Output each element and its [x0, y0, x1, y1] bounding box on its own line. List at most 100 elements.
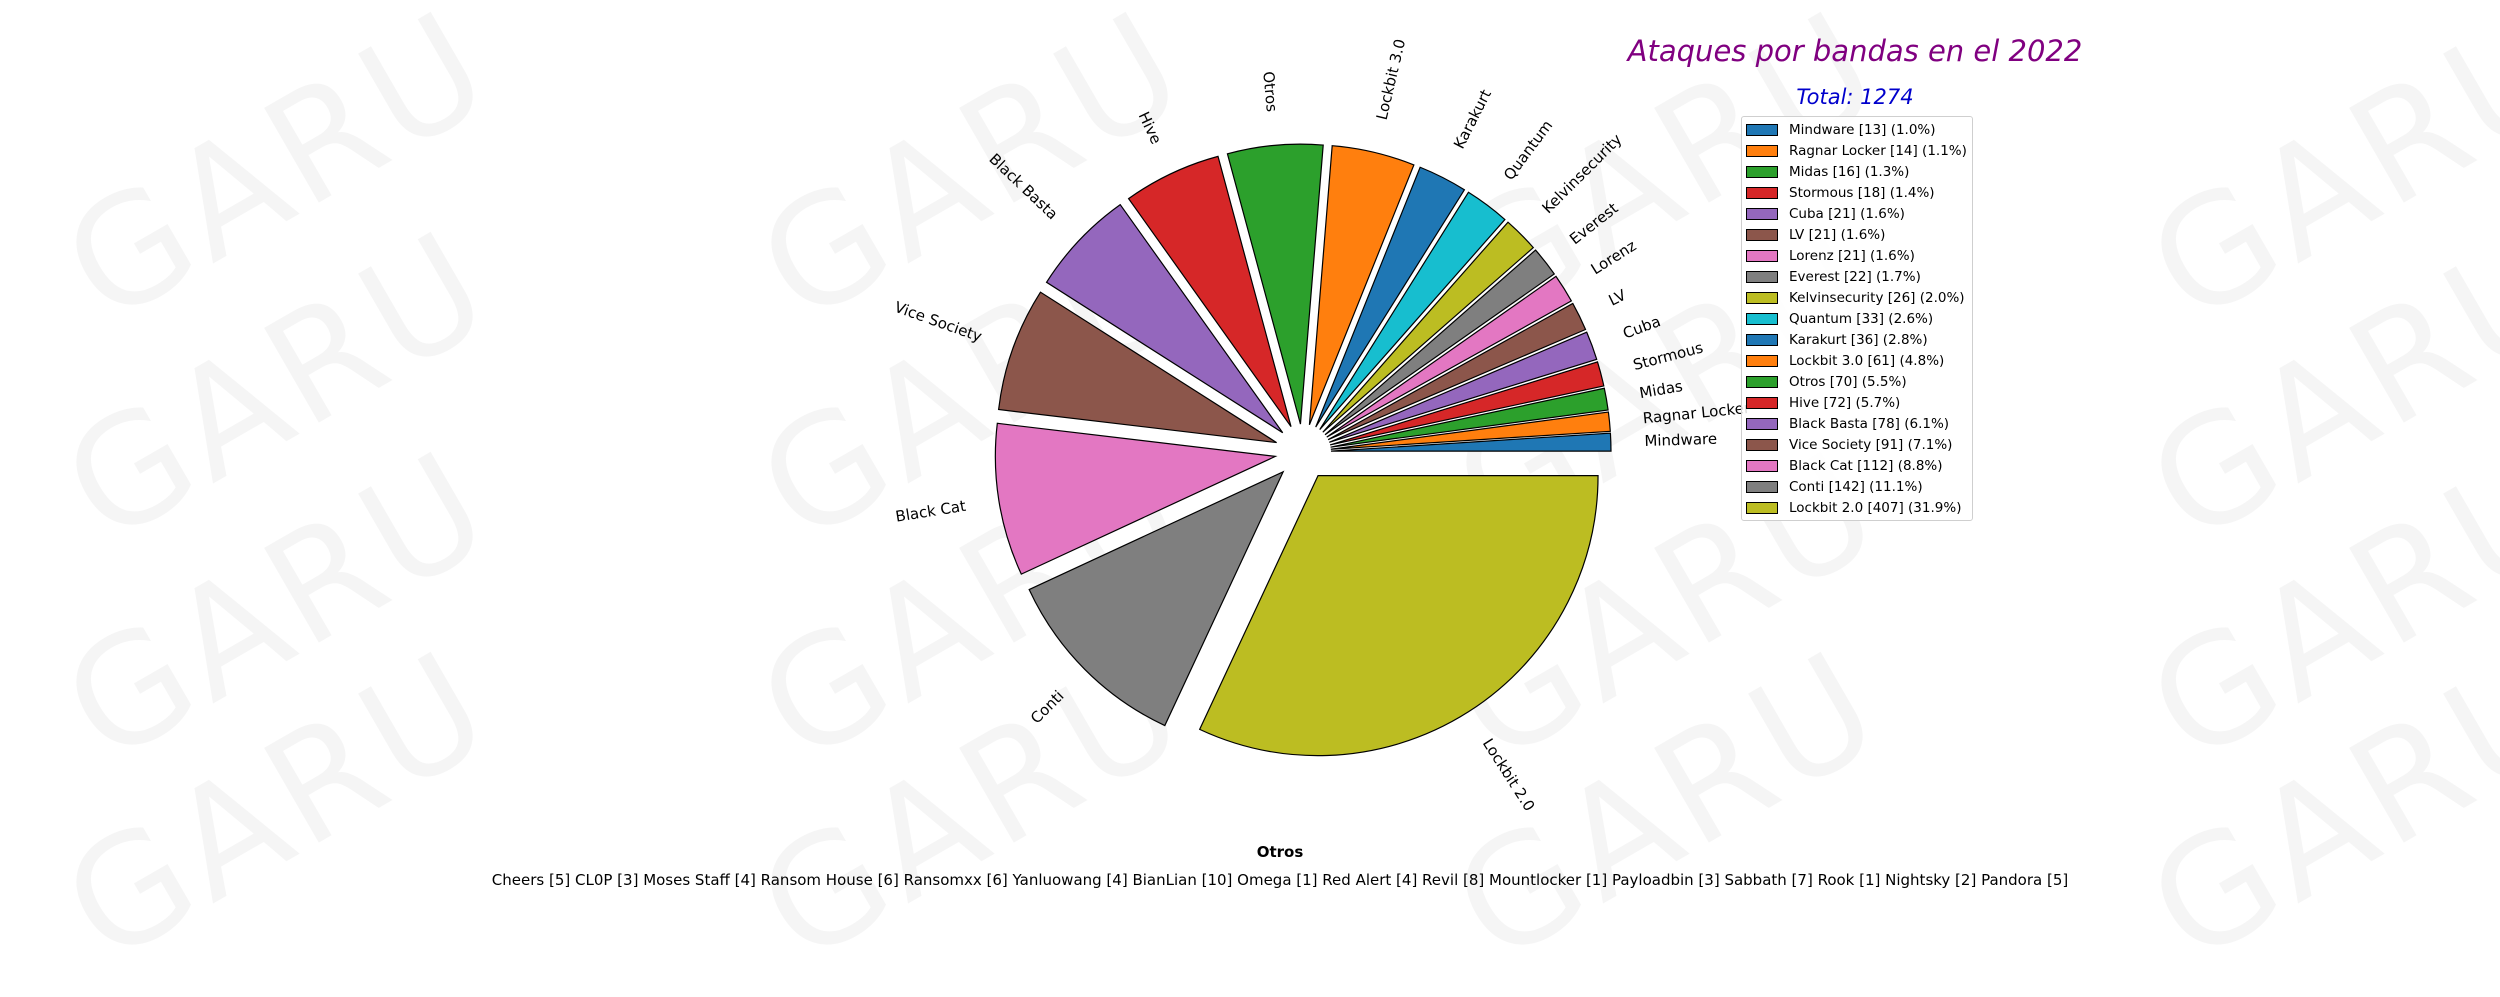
pie-slice	[1329, 331, 1598, 443]
pie-slice	[1127, 155, 1292, 428]
slice-label: Lorenz	[1588, 237, 1640, 279]
otros-title: Otros	[1256, 843, 1304, 861]
slice-label: Cuba	[1620, 312, 1663, 342]
legend-swatch	[1746, 207, 1778, 220]
slice-label: Ragnar Locker	[1642, 399, 1752, 428]
legend-item: LV [21] (1.6%)	[1746, 224, 1966, 245]
legend-item: Midas [16] (1.3%)	[1746, 161, 1966, 182]
legend-label: Lockbit 3.0 [61] (4.8%)	[1789, 352, 1945, 369]
legend-label: LV [21] (1.6%)	[1789, 226, 1886, 243]
legend-swatch	[1746, 144, 1778, 157]
pie-slice	[1327, 302, 1587, 441]
slice-label: Quantum	[1500, 117, 1556, 184]
slice-label: Vice Society	[892, 298, 984, 346]
legend-item: Everest [22] (1.7%)	[1746, 266, 1966, 287]
pie-slice	[1330, 387, 1609, 448]
legend-item: Quantum [33] (2.6%)	[1746, 308, 1966, 329]
legend-label: Otros [70] (5.5%)	[1789, 373, 1907, 390]
pie-slice	[1198, 475, 1599, 757]
pie-slice	[1322, 221, 1535, 433]
legend-swatch	[1746, 165, 1778, 178]
pie-slice	[1226, 143, 1324, 425]
legend-item: Hive [72] (5.7%)	[1746, 392, 1966, 413]
legend-label: Ragnar Locker [14] (1.1%)	[1789, 142, 1967, 159]
chart-title: Ataques por bandas en el 2022	[1627, 34, 2083, 68]
legend-label: Vice Society [91] (7.1%)	[1789, 436, 1953, 453]
legend-swatch	[1746, 375, 1778, 388]
slice-label: Lockbit 3.0	[1373, 37, 1409, 121]
slice-label: Black Basta	[985, 150, 1061, 223]
legend-item: Stormous [18] (1.4%)	[1746, 182, 1966, 203]
legend-item: Cuba [21] (1.6%)	[1746, 203, 1966, 224]
legend-item: Vice Society [91] (7.1%)	[1746, 434, 1966, 455]
legend-swatch	[1746, 291, 1778, 304]
slice-label: Hive	[1135, 109, 1166, 147]
legend-label: Karakurt [36] (2.8%)	[1789, 331, 1928, 348]
legend-swatch	[1746, 249, 1778, 262]
slice-label: Karakurt	[1450, 86, 1495, 151]
legend-swatch	[1746, 396, 1778, 409]
pie-slice	[1315, 166, 1466, 428]
legend-swatch	[1746, 312, 1778, 325]
legend-label: Black Basta [78] (6.1%)	[1789, 415, 1950, 432]
pie-slice	[997, 291, 1277, 444]
pie-slice	[1324, 249, 1556, 436]
pie-slice	[1045, 203, 1284, 434]
legend-label: Cuba [21] (1.6%)	[1789, 205, 1905, 222]
legend-swatch	[1746, 459, 1778, 472]
legend-swatch	[1746, 228, 1778, 241]
pie-slice	[1330, 432, 1612, 452]
legend-label: Midas [16] (1.3%)	[1789, 163, 1910, 180]
legend-label: Lorenz [21] (1.6%)	[1789, 247, 1915, 264]
legend-swatch	[1746, 501, 1778, 514]
slice-label: Everest	[1566, 199, 1622, 248]
pie-slice	[1028, 470, 1285, 727]
legend-swatch	[1746, 480, 1778, 493]
pie-slice	[1329, 361, 1605, 446]
legend-item: Lorenz [21] (1.6%)	[1746, 245, 1966, 266]
legend-item: Lockbit 3.0 [61] (4.8%)	[1746, 350, 1966, 371]
slice-label: Black Cat	[894, 497, 967, 526]
pie-slice	[1319, 191, 1506, 430]
pie-slice	[994, 422, 1278, 575]
legend-label: Kelvinsecurity [26] (2.0%)	[1789, 289, 1965, 306]
legend-label: Conti [142] (11.1%)	[1789, 478, 1923, 495]
legend-item: Black Basta [78] (6.1%)	[1746, 413, 1966, 434]
pie-slice	[1326, 275, 1573, 438]
legend-swatch	[1746, 333, 1778, 346]
legend-item: Ragnar Locker [14] (1.1%)	[1746, 140, 1967, 161]
slice-label: LV	[1606, 286, 1630, 310]
pie-slice	[1330, 411, 1611, 450]
legend-item: Mindware [13] (1.0%)	[1746, 119, 1966, 140]
legend-label: Lockbit 2.0 [407] (31.9%)	[1789, 499, 1962, 516]
chart-subtitle: Total: 1274	[1796, 85, 1914, 109]
legend-swatch	[1746, 417, 1778, 430]
legend-swatch	[1746, 438, 1778, 451]
slice-label: Conti	[1027, 687, 1067, 727]
legend-label: Everest [22] (1.7%)	[1789, 268, 1921, 285]
chart-legend: Mindware [13] (1.0%) Ragnar Locker [14] (…	[1741, 116, 1973, 521]
slice-label: Stormous	[1631, 338, 1705, 374]
legend-item: Otros [70] (5.5%)	[1746, 371, 1966, 392]
legend-label: Hive [72] (5.7%)	[1789, 394, 1901, 411]
slice-label: Midas	[1638, 377, 1684, 402]
legend-label: Quantum [33] (2.6%)	[1789, 310, 1934, 327]
slice-label: Otros	[1259, 71, 1281, 113]
pie-slice	[1308, 145, 1415, 425]
legend-item: Kelvinsecurity [26] (2.0%)	[1746, 287, 1966, 308]
legend-item: Lockbit 2.0 [407] (31.9%)	[1746, 497, 1966, 518]
legend-item: Black Cat [112] (8.8%)	[1746, 455, 1966, 476]
legend-swatch	[1746, 123, 1778, 136]
legend-swatch	[1746, 186, 1778, 199]
legend-label: Black Cat [112] (8.8%)	[1789, 457, 1943, 474]
legend-item: Conti [142] (11.1%)	[1746, 476, 1966, 497]
otros-list: Cheers [5] CL0P [3] Moses Staff [4] Rans…	[491, 871, 2069, 889]
legend-item: Karakurt [36] (2.8%)	[1746, 329, 1966, 350]
legend-label: Mindware [13] (1.0%)	[1789, 121, 1936, 138]
legend-swatch	[1746, 354, 1778, 367]
legend-swatch	[1746, 270, 1778, 283]
legend-label: Stormous [18] (1.4%)	[1789, 184, 1935, 201]
slice-label: Lockbit 2.0	[1479, 735, 1538, 814]
slice-label: Mindware	[1644, 430, 1717, 450]
